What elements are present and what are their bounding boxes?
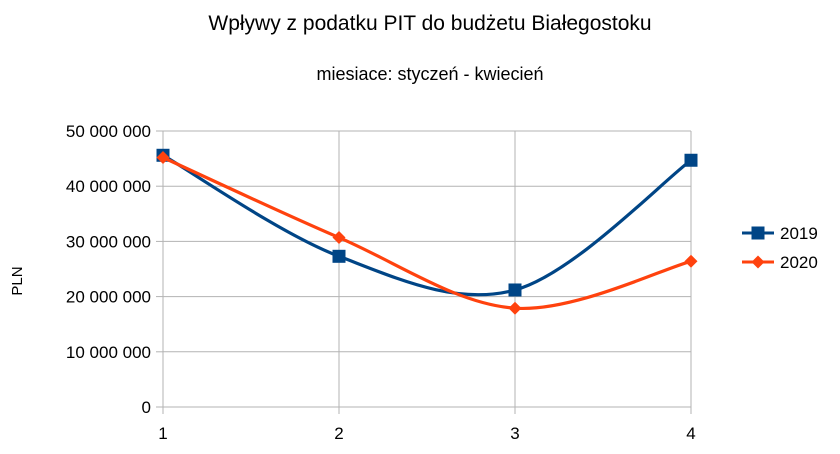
- series-line-2019: [161, 153, 693, 297]
- data-point-2020: [332, 231, 346, 245]
- legend-label: 2019: [780, 224, 818, 243]
- series-2019: [156, 148, 698, 297]
- x-tick-label: 2: [334, 424, 343, 443]
- legend-item-2019: 2019: [742, 224, 818, 243]
- y-tick-label: 50 000 000: [66, 122, 151, 141]
- series-2020: [156, 150, 698, 315]
- data-point-2019: [508, 283, 522, 297]
- x-tick-label: 4: [686, 424, 695, 443]
- chart-title: Wpływy z podatku PIT do budżetu Białegos…: [208, 12, 651, 35]
- y-axis-label: PLN: [9, 266, 26, 295]
- data-point-2020: [508, 301, 522, 315]
- y-tick-label: 40 000 000: [66, 177, 151, 196]
- legend-label: 2020: [780, 253, 818, 272]
- grid: [162, 130, 692, 408]
- series-line-2020: [161, 155, 693, 310]
- y-tick-label: 0: [142, 398, 151, 417]
- legend: 2019 2020: [742, 224, 818, 272]
- legend-item-2020: 2020: [742, 253, 818, 272]
- data-point-2019: [332, 249, 346, 263]
- y-tick-label: 20 000 000: [66, 288, 151, 307]
- data-point-2019: [684, 153, 698, 167]
- x-tick-label: 3: [510, 424, 519, 443]
- data-point-2020: [156, 150, 170, 164]
- axes: 0 10 000 000 20 000 000 30 000 000 40 000 00…: [66, 122, 696, 443]
- x-tick-label: 1: [158, 424, 167, 443]
- y-tick-label: 30 000 000: [66, 232, 151, 251]
- chart-subtitle: miesiace: styczeń - kwiecień: [316, 64, 543, 84]
- legend-marker: [751, 255, 765, 269]
- series-group: [156, 148, 698, 315]
- data-point-2020: [684, 254, 698, 268]
- y-tick-label: 10 000 000: [66, 343, 151, 362]
- legend-marker: [751, 226, 765, 240]
